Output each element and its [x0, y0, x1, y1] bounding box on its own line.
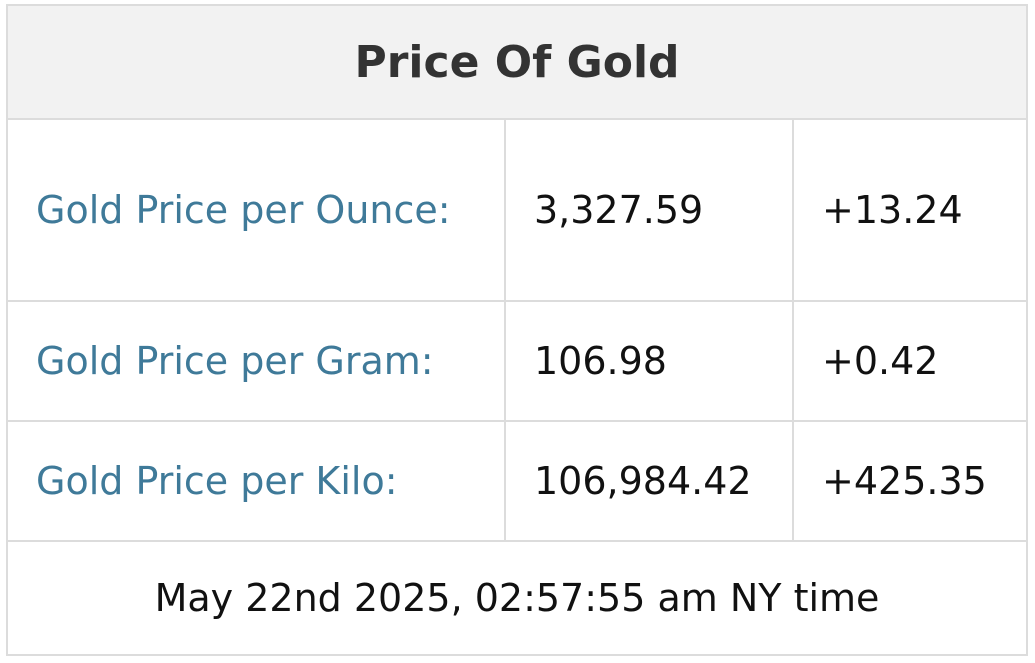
change-cell: +0.42 — [792, 300, 1028, 422]
label-cell: Gold Price per Kilo: — [6, 420, 506, 542]
table-title: Price Of Gold — [6, 4, 1028, 120]
val-cell: 106,984.42 — [504, 420, 794, 542]
val-cell: 106.98 — [504, 300, 794, 422]
table-row: Gold Price per Ounce: 3,327.59 +13.24 — [6, 118, 1028, 302]
table-row: Gold Price per Kilo: 106,984.42 +425.35 — [6, 420, 1028, 542]
change-cell: +13.24 — [792, 118, 1028, 302]
timestamp: May 22nd 2025, 02:57:55 am NY time — [6, 540, 1028, 656]
table-row: Gold Price per Gram: 106.98 +0.42 — [6, 300, 1028, 422]
val-cell: 3,327.59 — [504, 118, 794, 302]
label-cell: Gold Price per Ounce: — [6, 118, 506, 302]
gold-price-table: Price Of Gold Gold Price per Ounce: 3,327… — [6, 4, 1028, 656]
change-cell: +425.35 — [792, 420, 1028, 542]
label-cell: Gold Price per Gram: — [6, 300, 506, 422]
